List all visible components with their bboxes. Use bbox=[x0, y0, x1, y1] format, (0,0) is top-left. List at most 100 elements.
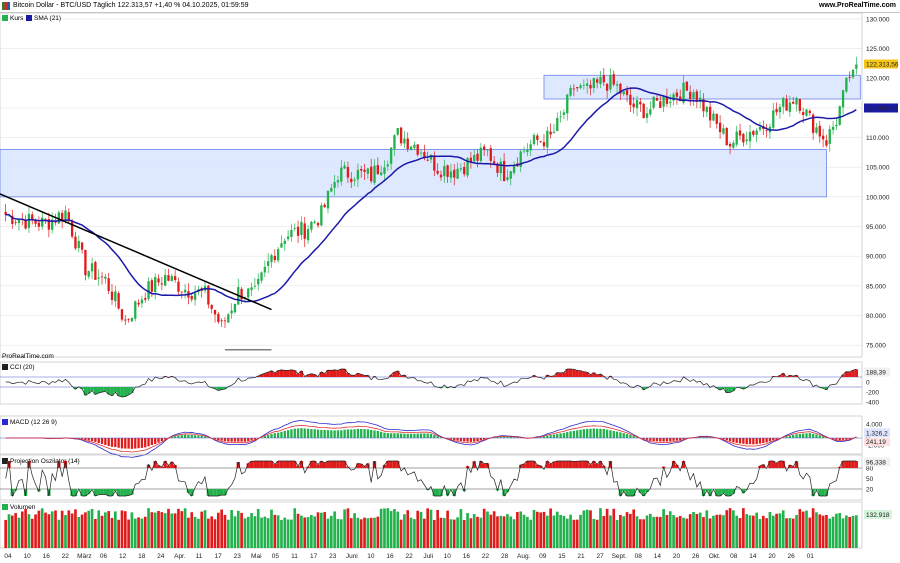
candle-body bbox=[522, 150, 526, 152]
candle-body bbox=[685, 81, 689, 91]
candle-body bbox=[330, 188, 333, 192]
candle-body bbox=[64, 210, 67, 220]
candle-body bbox=[546, 130, 549, 148]
volume-bar bbox=[140, 518, 144, 548]
volume-bar bbox=[77, 517, 81, 548]
x-tick-label: Apr. bbox=[174, 553, 186, 560]
y-tick-label: 100.000 bbox=[866, 194, 890, 201]
volume-bar bbox=[74, 509, 77, 548]
volume-bar bbox=[180, 511, 184, 548]
candle-body bbox=[473, 154, 476, 162]
volume-bar bbox=[316, 512, 320, 548]
volume-bar bbox=[17, 517, 21, 548]
volume-bar bbox=[37, 510, 41, 548]
candle-body bbox=[689, 91, 692, 100]
volume-bar bbox=[260, 517, 263, 548]
candle-body bbox=[735, 131, 738, 145]
volume-bar bbox=[562, 515, 566, 548]
volume-bar bbox=[263, 516, 267, 548]
volume-bar bbox=[788, 518, 792, 548]
candle-body bbox=[492, 161, 496, 164]
candle-body bbox=[24, 220, 27, 229]
volume-bar bbox=[170, 513, 174, 548]
x-tick-label: 17 bbox=[310, 553, 318, 560]
volume-bar bbox=[665, 515, 669, 548]
volume-bar bbox=[502, 516, 506, 548]
candle-body bbox=[629, 94, 632, 105]
cci-legend-swatch bbox=[2, 364, 8, 370]
volume-bar bbox=[320, 512, 323, 548]
volume-bar bbox=[662, 509, 665, 548]
volume-bar bbox=[486, 511, 489, 548]
volume-bar bbox=[283, 517, 287, 548]
candle-body bbox=[502, 160, 506, 182]
volume-bar bbox=[755, 512, 758, 548]
candle-body bbox=[134, 301, 137, 319]
candle-body bbox=[728, 143, 732, 147]
candle-body bbox=[792, 101, 795, 104]
volume-bar bbox=[270, 509, 273, 548]
volume-bar bbox=[778, 513, 782, 548]
candle-body bbox=[310, 221, 313, 230]
candle-body bbox=[536, 135, 539, 140]
candle-body bbox=[70, 221, 74, 237]
volume-bar bbox=[828, 518, 832, 548]
candle-body bbox=[107, 278, 110, 291]
volume-bar bbox=[70, 513, 74, 548]
candle-body bbox=[592, 77, 595, 89]
volume-bar bbox=[585, 509, 589, 548]
support-zone bbox=[0, 149, 827, 198]
volume-bar bbox=[489, 514, 493, 548]
candle-body bbox=[479, 147, 483, 162]
candle-body bbox=[459, 168, 463, 170]
candle-body bbox=[247, 288, 250, 298]
volume-bar bbox=[579, 514, 582, 548]
volume-bar bbox=[835, 513, 838, 548]
volume-bar bbox=[273, 514, 277, 548]
candle-body bbox=[316, 222, 320, 226]
candle-body bbox=[14, 222, 17, 224]
site-url[interactable]: www.ProRealTime.com bbox=[818, 2, 896, 9]
candle-body bbox=[576, 87, 579, 89]
candle-body bbox=[639, 101, 642, 105]
candle-body bbox=[579, 85, 582, 89]
volume-bar bbox=[791, 518, 795, 548]
candle-body bbox=[27, 213, 31, 228]
volume-bar bbox=[346, 508, 350, 548]
volume-bar bbox=[785, 518, 788, 548]
candle-body bbox=[423, 152, 426, 159]
chart-title: Bitcoin Dollar - BTC/USD Täglich 122.313… bbox=[13, 2, 249, 9]
last-price-label: 122.313,56 bbox=[866, 62, 899, 69]
candle-body bbox=[54, 221, 57, 223]
candle-body bbox=[104, 276, 107, 279]
volume-bar bbox=[87, 510, 91, 548]
volume-bar bbox=[442, 517, 446, 548]
x-tick-label: 04 bbox=[4, 553, 12, 560]
candle-body bbox=[57, 212, 60, 224]
x-tick-label: 16 bbox=[463, 553, 471, 560]
candle-body bbox=[51, 219, 54, 230]
volume-bar bbox=[379, 508, 383, 548]
candle-body bbox=[569, 87, 572, 96]
candle-body bbox=[742, 133, 745, 143]
candle-body bbox=[831, 126, 835, 130]
volume-bar bbox=[738, 518, 742, 548]
candle-body bbox=[296, 226, 300, 236]
volume-bar bbox=[236, 510, 240, 548]
candle-body bbox=[353, 179, 356, 181]
candle-body bbox=[838, 106, 841, 125]
volume-bar bbox=[323, 512, 326, 548]
candle-body bbox=[326, 190, 330, 209]
y-tick-label: 75.000 bbox=[866, 343, 886, 350]
x-tick-label: 23 bbox=[234, 553, 242, 560]
candle-body bbox=[409, 146, 413, 150]
candle-body bbox=[429, 154, 433, 160]
volume-bar bbox=[113, 511, 117, 548]
candle-body bbox=[808, 110, 811, 114]
candle-body bbox=[539, 141, 542, 143]
candle-body bbox=[267, 261, 270, 266]
candle-body bbox=[373, 165, 376, 183]
candle-body bbox=[396, 128, 399, 135]
candle-body bbox=[263, 266, 267, 273]
